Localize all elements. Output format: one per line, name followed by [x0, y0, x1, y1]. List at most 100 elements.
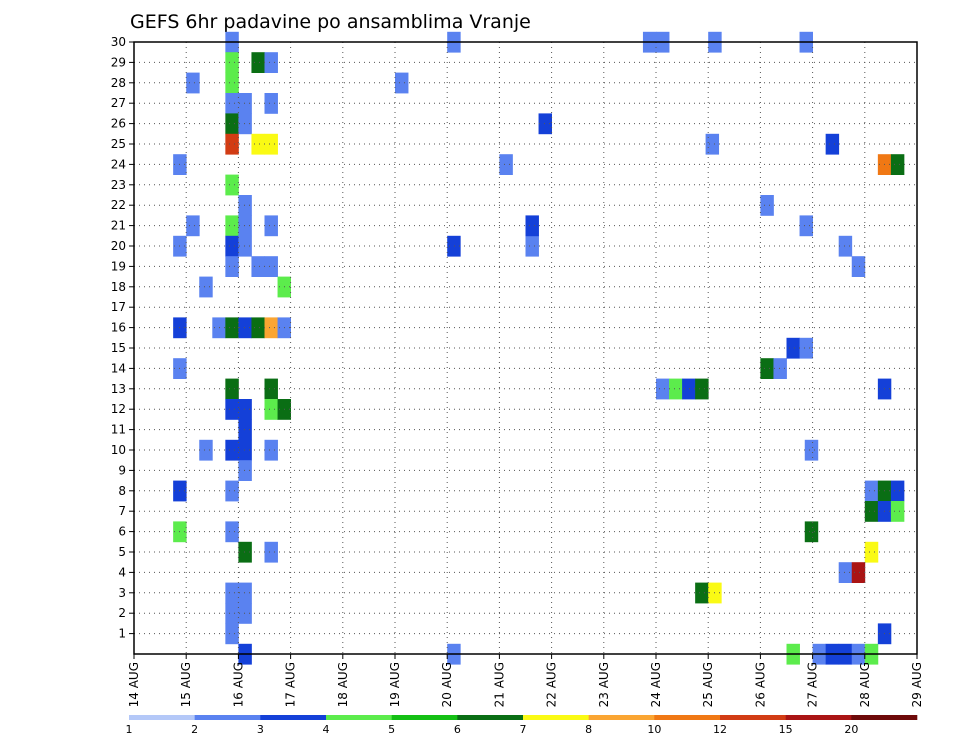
heatmap-cell — [238, 195, 252, 216]
heatmap-cell — [890, 501, 905, 522]
heatmap-cell — [238, 113, 252, 135]
colorbar-label: 15 — [779, 723, 793, 736]
x-tick-label: 28 AUG — [858, 662, 872, 707]
y-tick-label: 19 — [111, 259, 126, 273]
y-tick-label: 24 — [111, 157, 126, 171]
y-tick-label: 14 — [111, 361, 126, 375]
colorbar-swatch — [326, 715, 392, 720]
colorbar-swatch — [260, 715, 327, 720]
heatmap-cell — [186, 72, 200, 94]
heatmap-cell — [225, 215, 239, 237]
heatmap-cell — [251, 317, 265, 339]
x-tick-label: 27 AUG — [806, 662, 820, 707]
x-tick-label: 24 AUG — [649, 662, 663, 707]
heatmap-cell — [238, 399, 252, 420]
colorbar-swatch — [720, 715, 786, 720]
colorbar-label: 12 — [713, 723, 727, 736]
heatmap-cell — [264, 52, 278, 73]
colorbar-label: 3 — [257, 723, 264, 736]
y-tick-label: 11 — [111, 423, 126, 437]
heatmap-cell — [864, 480, 879, 502]
y-tick-label: 30 — [111, 35, 126, 49]
heatmap-cell — [225, 93, 239, 114]
y-tick-label: 2 — [118, 606, 126, 620]
heatmap-cell — [851, 562, 866, 583]
y-tick-label: 12 — [111, 402, 126, 416]
heatmap-cell — [264, 256, 278, 277]
heatmap-cell — [264, 215, 278, 237]
heatmap-cell — [225, 235, 239, 257]
y-tick-label: 22 — [111, 198, 126, 212]
y-tick-label: 7 — [118, 504, 126, 518]
colorbar-swatch — [457, 715, 524, 720]
heatmap-cell — [760, 195, 774, 216]
heatmap-cell — [264, 317, 278, 339]
x-tick-label: 16 AUG — [231, 662, 245, 707]
colorbar-swatch — [654, 715, 721, 720]
heatmap-cell — [264, 133, 278, 155]
heatmap-cell — [773, 358, 787, 379]
y-tick-label: 15 — [111, 341, 126, 355]
heatmap-cell — [264, 439, 278, 461]
heatmap-cell — [804, 521, 819, 543]
heatmap-cell — [864, 501, 879, 522]
heatmap-cell — [264, 399, 278, 420]
x-tick-label: 22 AUG — [545, 662, 559, 707]
colorbar-label: 20 — [844, 723, 858, 736]
y-tick-label: 17 — [111, 300, 126, 314]
heatmap-cell — [705, 133, 720, 155]
y-tick-label: 6 — [118, 525, 126, 539]
heatmap-cell — [238, 93, 252, 114]
heatmap-cell — [225, 52, 239, 73]
heatmap-cell — [264, 541, 278, 563]
heatmap-cell — [225, 133, 239, 155]
x-tick-label: 19 AUG — [388, 662, 402, 707]
y-tick-label: 28 — [111, 76, 126, 90]
heatmap-cell — [656, 378, 670, 400]
colorbar-label: 5 — [388, 723, 395, 736]
x-tick-label: 15 AUG — [179, 662, 193, 707]
x-tick-label: 26 AUG — [753, 662, 767, 707]
heatmap-cell — [799, 337, 813, 359]
heatmap-cell — [499, 154, 513, 175]
heatmap-cell — [186, 215, 200, 237]
x-tick-label: 14 AUG — [127, 662, 141, 707]
heatmap-cell — [225, 623, 239, 645]
heatmap-cell — [799, 215, 813, 237]
y-tick-label: 10 — [111, 443, 126, 457]
heatmap-cell — [838, 562, 853, 583]
heatmap-cell — [225, 521, 239, 543]
colorbar-label: 7 — [520, 723, 527, 736]
colorbar-swatch — [785, 715, 852, 720]
heatmap-cell — [199, 276, 213, 298]
y-tick-label: 4 — [118, 565, 126, 579]
heatmap-cell — [225, 399, 239, 420]
heatmap-cell — [199, 439, 213, 461]
heatmap-cell — [264, 93, 278, 114]
y-axis-ticks: 1234567891011121314151617181920212223242… — [111, 35, 134, 641]
heatmap-cell — [851, 256, 866, 277]
heatmap-cell — [447, 235, 461, 257]
heatmap-cell — [238, 460, 252, 481]
heatmap-cell — [225, 113, 239, 135]
heatmap-cell — [395, 72, 409, 94]
heatmap-cell — [890, 480, 905, 502]
heatmap-cell — [682, 378, 696, 400]
x-axis-ticks: 14 AUG 15 AUG 16 AUG 17 AUG 18 AUG 19 AUG 20 A… — [127, 654, 924, 707]
y-tick-label: 13 — [111, 382, 126, 396]
y-tick-label: 5 — [118, 545, 126, 559]
colorbar-swatch — [129, 715, 195, 720]
heatmap-cell — [225, 174, 239, 196]
heatmap-cell — [238, 235, 252, 257]
y-tick-label: 18 — [111, 280, 126, 294]
heatmap-cell — [238, 603, 252, 624]
heatmap-cell — [238, 582, 252, 604]
heatmap-cell — [864, 541, 879, 563]
y-tick-label: 9 — [118, 463, 126, 477]
y-tick-label: 1 — [118, 627, 126, 641]
dotted-grid — [133, 41, 918, 654]
colorbar-swatch — [588, 715, 655, 720]
heatmap-cell — [238, 215, 252, 237]
heatmap-cell — [786, 337, 800, 359]
